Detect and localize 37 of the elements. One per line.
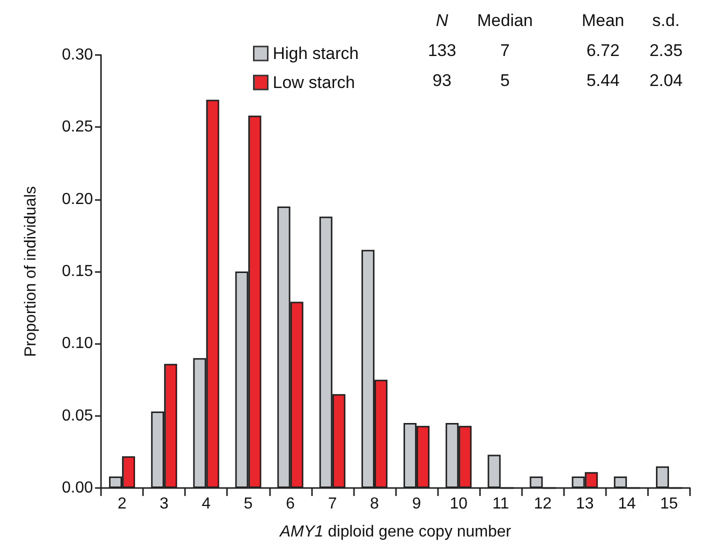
- x-tick-label: 14: [618, 496, 636, 512]
- text: Median: [477, 11, 533, 30]
- annotation: 2.35: [649, 41, 683, 60]
- legend-label: High starch: [272, 44, 359, 63]
- y-tick-label: 0.10: [62, 335, 94, 352]
- x-tick-label: 9: [412, 496, 422, 512]
- x-tick-label: 2: [118, 496, 127, 512]
- y-tick-label: 0.00: [62, 480, 94, 496]
- text: N: [436, 11, 449, 30]
- x-tick-label: 15: [660, 496, 678, 512]
- y-tick-label: 0.15: [62, 263, 94, 280]
- annotation: 5.44: [586, 71, 620, 90]
- x-tick-label: 5: [244, 496, 253, 512]
- x-tick-label: 12: [534, 496, 552, 512]
- annotation: 133: [428, 41, 456, 60]
- annotation: 7: [500, 41, 510, 60]
- legend-label: Low starch: [272, 73, 355, 92]
- x-tick-label: 3: [160, 496, 169, 512]
- annotation: 93: [432, 71, 452, 90]
- annotation: 6.72: [586, 41, 620, 60]
- x-tick-label: 4: [202, 496, 211, 512]
- x-axis-title: AMY1 diploid gene copy number: [278, 524, 512, 540]
- x-tick-label: 6: [286, 496, 295, 512]
- x-tick-label: 7: [328, 496, 337, 512]
- annotation: 5: [500, 71, 510, 90]
- text: s.d.: [652, 11, 680, 30]
- y-tick-label: 0.25: [62, 118, 94, 136]
- y-axis-title: Proportion of individuals: [22, 186, 40, 357]
- y-tick-label: 0.05: [62, 407, 94, 424]
- x-tick-label: 13: [576, 496, 594, 512]
- x-tick-label: 11: [492, 496, 510, 512]
- y-tick-label: 0.30: [62, 46, 94, 64]
- annotation: 2.04: [649, 71, 683, 90]
- y-tick-label: 0.20: [62, 190, 94, 208]
- text: Mean: [582, 11, 624, 30]
- x-tick-label: 10: [450, 496, 468, 512]
- x-tick-label: 8: [370, 496, 380, 512]
